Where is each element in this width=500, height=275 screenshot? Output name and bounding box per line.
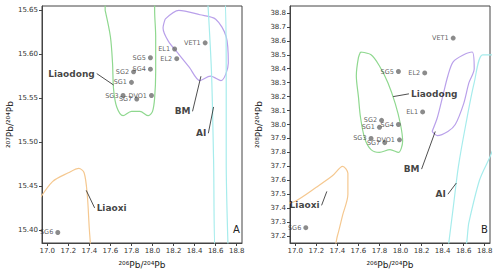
svg-text:VET1: VET1 <box>432 34 449 42</box>
svg-text:37.5: 37.5 <box>270 190 286 198</box>
svg-text:18.6: 18.6 <box>208 247 224 255</box>
svg-text:38.1: 38.1 <box>270 107 286 115</box>
svg-text:B: B <box>481 224 488 235</box>
svg-text:17.8: 17.8 <box>372 247 388 255</box>
svg-text:38.0: 38.0 <box>270 121 286 129</box>
svg-text:VET1: VET1 <box>184 39 201 47</box>
svg-text:38.6: 38.6 <box>270 37 286 45</box>
svg-text:37.4: 37.4 <box>270 204 286 212</box>
svg-text:38.8: 38.8 <box>270 9 286 17</box>
svg-text:Liaodong: Liaodong <box>411 89 458 99</box>
svg-text:Liaoxi: Liaoxi <box>290 200 320 210</box>
svg-text:37.8: 37.8 <box>270 148 286 156</box>
svg-text:EL1: EL1 <box>158 45 170 53</box>
svg-text:15.55: 15.55 <box>18 94 38 102</box>
svg-text:BM: BM <box>175 106 191 116</box>
svg-text:38.3: 38.3 <box>270 79 286 87</box>
svg-text:37.3: 37.3 <box>270 218 286 226</box>
svg-text:15.60: 15.60 <box>18 50 38 58</box>
svg-text:18.0: 18.0 <box>145 247 161 255</box>
svg-text:SG5: SG5 <box>381 68 394 76</box>
svg-text:18.2: 18.2 <box>166 247 182 255</box>
svg-text:SG6: SG6 <box>40 228 53 236</box>
svg-text:17.0: 17.0 <box>287 247 303 255</box>
svg-text:A: A <box>233 224 240 235</box>
svg-text:18.2: 18.2 <box>414 247 430 255</box>
svg-text:17.8: 17.8 <box>124 247 140 255</box>
svg-text:15.40: 15.40 <box>18 226 38 234</box>
svg-text:38.2: 38.2 <box>270 93 286 101</box>
svg-text:²⁰⁷Pb/²⁰⁴Pb: ²⁰⁷Pb/²⁰⁴Pb <box>5 101 15 148</box>
svg-text:²⁰⁶Pb/²⁰⁴Pb: ²⁰⁶Pb/²⁰⁴Pb <box>367 260 414 270</box>
svg-text:37.9: 37.9 <box>270 134 286 142</box>
svg-text:18.4: 18.4 <box>187 247 203 255</box>
svg-text:37.7: 37.7 <box>270 162 286 170</box>
svg-text:17.6: 17.6 <box>103 247 119 255</box>
svg-text:15.45: 15.45 <box>18 182 38 190</box>
svg-text:37.6: 37.6 <box>270 176 286 184</box>
svg-text:38.4: 38.4 <box>270 65 286 73</box>
svg-text:EL1: EL1 <box>406 108 418 116</box>
svg-text:²⁰⁸Pb/²⁰⁴Pb: ²⁰⁸Pb/²⁰⁴Pb <box>254 101 264 148</box>
svg-text:SG1: SG1 <box>362 123 375 131</box>
svg-text:17.6: 17.6 <box>351 247 367 255</box>
svg-text:SG7: SG7 <box>366 138 381 147</box>
svg-text:18.6: 18.6 <box>456 247 472 255</box>
svg-text:Liaodong: Liaodong <box>48 69 95 79</box>
svg-text:Liaoxi: Liaoxi <box>97 203 127 213</box>
svg-text:SG7: SG7 <box>118 95 133 103</box>
svg-text:18.8: 18.8 <box>229 247 245 255</box>
svg-text:BM: BM <box>404 164 420 174</box>
svg-text:EL2: EL2 <box>408 69 420 77</box>
svg-text:SG5: SG5 <box>133 54 146 62</box>
svg-text:18.8: 18.8 <box>477 247 493 255</box>
svg-text:SG4: SG4 <box>381 121 394 129</box>
svg-text:18.0: 18.0 <box>393 247 409 255</box>
svg-text:SG1: SG1 <box>114 78 127 86</box>
svg-text:²⁰⁶Pb/²⁰⁴Pb: ²⁰⁶Pb/²⁰⁴Pb <box>119 260 166 270</box>
svg-text:EL2: EL2 <box>160 55 172 63</box>
svg-text:17.2: 17.2 <box>309 247 325 255</box>
svg-text:38.7: 38.7 <box>270 23 286 31</box>
svg-text:SG2: SG2 <box>116 68 129 76</box>
svg-text:AI: AI <box>436 189 446 199</box>
svg-text:17.4: 17.4 <box>330 247 346 255</box>
svg-text:17.0: 17.0 <box>39 247 55 255</box>
svg-text:AI: AI <box>196 128 206 138</box>
svg-text:15.65: 15.65 <box>18 6 38 14</box>
svg-text:17.4: 17.4 <box>82 247 98 255</box>
svg-text:SG4: SG4 <box>133 65 146 73</box>
svg-text:DVO1: DVO1 <box>376 136 394 144</box>
svg-text:SG2: SG2 <box>363 116 378 125</box>
svg-text:17.2: 17.2 <box>61 247 77 255</box>
svg-text:SG3: SG3 <box>353 134 366 142</box>
svg-text:SG3: SG3 <box>105 92 118 100</box>
svg-text:18.4: 18.4 <box>435 247 451 255</box>
svg-text:15.50: 15.50 <box>18 138 38 146</box>
svg-text:37.2: 37.2 <box>270 232 286 240</box>
svg-text:SG6: SG6 <box>288 224 301 232</box>
svg-text:38.5: 38.5 <box>270 51 286 59</box>
svg-text:DVO1: DVO1 <box>128 92 146 100</box>
